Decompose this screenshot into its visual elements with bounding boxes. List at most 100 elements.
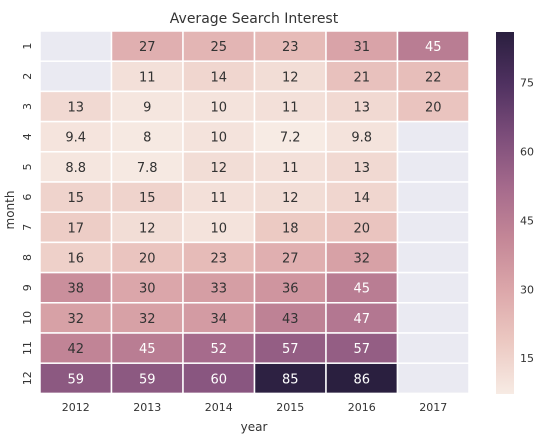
heatmap-cell <box>253 332 327 364</box>
cell-value-label: 11 <box>210 191 227 206</box>
cell-value-label: 9.4 <box>65 131 86 146</box>
cell-value-label: 32 <box>139 312 156 327</box>
cell-value-label: 7.2 <box>280 131 301 146</box>
heatmap-cell <box>253 90 327 123</box>
heatmap-cell <box>39 120 113 153</box>
heatmap-cell <box>325 332 399 364</box>
cell-value-label: 12 <box>139 221 156 236</box>
cell-value-label: 23 <box>210 252 227 267</box>
cell-value-label: 30 <box>139 282 156 297</box>
heatmap-cell <box>39 151 113 183</box>
cell-value-label: 43 <box>282 312 299 327</box>
heatmap-cell-empty <box>39 60 113 93</box>
cell-value-label: 13 <box>67 101 84 116</box>
cell-value-label: 85 <box>282 372 299 387</box>
heatmap-cell-empty <box>396 241 470 274</box>
colorbar-tick-label: 60 <box>520 145 534 158</box>
y-tick-label: 1 <box>21 43 34 50</box>
cell-value-label: 20 <box>425 101 442 116</box>
cell-value-label: 14 <box>210 70 227 85</box>
cell-value-label: 27 <box>139 40 156 55</box>
cell-value-label: 34 <box>210 312 227 327</box>
x-tick-label: 2013 <box>133 401 161 414</box>
heatmap-cell <box>110 60 184 93</box>
cell-value-label: 31 <box>353 40 370 55</box>
colorbar-ticks: 15 30 45 60 75 <box>520 77 534 366</box>
heatmap-cell <box>325 211 399 244</box>
cell-value-label: 59 <box>139 372 156 387</box>
cell-value-label: 10 <box>210 131 227 146</box>
x-tick-label: 2016 <box>348 401 376 414</box>
x-tick-label: 2014 <box>205 401 233 414</box>
cell-value-label: 8 <box>143 131 151 146</box>
cell-value-label: 10 <box>210 221 227 236</box>
cell-value-label: 21 <box>353 70 370 85</box>
y-tick-label: 5 <box>21 163 34 170</box>
heatmap-cell-empty <box>396 332 470 364</box>
cell-value-label: 14 <box>353 191 370 206</box>
cell-value-label: 11 <box>139 70 156 85</box>
y-tick-label: 10 <box>21 311 34 325</box>
colorbar-tick-label: 30 <box>520 283 534 296</box>
cell-value-label: 9.8 <box>351 131 372 146</box>
cell-value-label: 57 <box>282 342 299 357</box>
cell-value-label: 42 <box>67 342 84 357</box>
heatmap-cell <box>110 302 184 334</box>
heatmap-cell <box>182 181 256 213</box>
cell-value-label: 38 <box>67 282 84 297</box>
heatmap-cell <box>182 332 256 364</box>
cell-value-label: 25 <box>210 40 227 55</box>
heatmap-cell <box>39 362 113 395</box>
heatmap-cell <box>325 271 399 304</box>
heatmap-cell-empty <box>396 211 470 244</box>
y-tick-label: 9 <box>21 284 34 291</box>
cell-value-label: 9 <box>143 101 151 116</box>
heatmap-cell <box>110 151 184 183</box>
heatmap-cell <box>182 302 256 334</box>
cell-value-label: 57 <box>353 342 370 357</box>
cell-value-label: 15 <box>139 191 156 206</box>
heatmap-cell <box>182 362 256 395</box>
heatmap-cell-empty <box>39 30 113 62</box>
cell-value-label: 36 <box>282 282 299 297</box>
heatmap-cell <box>39 241 113 274</box>
heatmap-cell-empty <box>396 302 470 334</box>
cell-value-label: 47 <box>353 312 370 327</box>
cell-value-label: 10 <box>210 101 227 116</box>
cell-value-label: 32 <box>353 252 370 267</box>
heatmap-cell <box>325 181 399 213</box>
heatmap-cell-empty <box>396 120 470 153</box>
cell-value-label: 11 <box>282 101 299 116</box>
y-tick-label: 7 <box>21 224 34 231</box>
heatmap-cell-empty <box>396 362 470 395</box>
colorbar-tick-label: 45 <box>520 214 534 227</box>
y-tick-label: 4 <box>21 133 34 140</box>
y-tick-label: 6 <box>21 194 34 201</box>
colorbar-tick-label: 15 <box>520 352 534 365</box>
x-tick-labels: 2012 2013 2014 2015 2016 2017 <box>62 401 448 414</box>
cell-value-label: 27 <box>282 252 299 267</box>
cell-value-label: 45 <box>353 282 370 297</box>
cell-value-label: 13 <box>353 161 370 176</box>
heatmap-cell <box>39 181 113 213</box>
cell-value-label: 16 <box>67 252 84 267</box>
x-tick-label: 2017 <box>419 401 447 414</box>
cell-value-label: 18 <box>282 221 299 236</box>
colorbar-tick-label: 75 <box>520 77 534 90</box>
y-tick-label: 3 <box>21 103 34 110</box>
heatmap-cell <box>182 120 256 153</box>
heatmap-cell-empty <box>396 271 470 304</box>
heatmap-cell <box>396 60 470 93</box>
cell-value-label: 17 <box>67 221 84 236</box>
heatmap-cell <box>253 120 327 153</box>
heatmap-cell <box>396 90 470 123</box>
cell-value-label: 8.8 <box>65 161 86 176</box>
cell-value-label: 20 <box>139 252 156 267</box>
cell-value-label: 59 <box>67 372 84 387</box>
heatmap-cell <box>253 302 327 334</box>
y-tick-label: 2 <box>21 73 34 80</box>
cell-value-label: 45 <box>139 342 156 357</box>
cell-value-label: 12 <box>282 70 299 85</box>
